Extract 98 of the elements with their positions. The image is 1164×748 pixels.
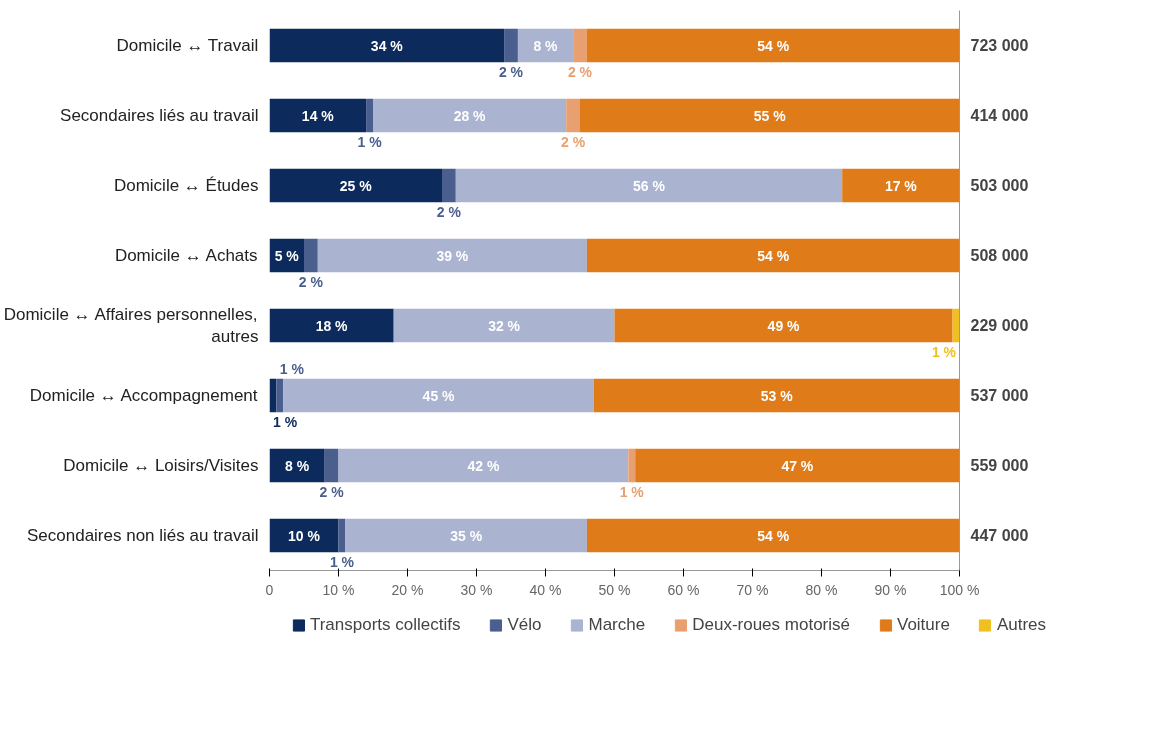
legend-label: Deux-roues motorisé — [692, 615, 850, 635]
bar — [580, 98, 960, 133]
data-label: 17 % — [884, 177, 918, 194]
x-tick-label: 60 % — [667, 581, 700, 598]
data-label: 1 % — [357, 134, 383, 151]
text: 723 000 — [970, 37, 1029, 54]
legend-label: Autres — [996, 615, 1047, 635]
x-tick-label: 40 % — [529, 581, 562, 598]
data-label: 2 % — [561, 134, 586, 151]
data-label: 53 % — [760, 387, 794, 404]
x-tick-label: 100 % — [939, 581, 980, 598]
legend-label: Voiture — [896, 615, 950, 635]
y-tick-label: Secondaires liés au travail — [60, 106, 259, 125]
bar — [304, 238, 318, 273]
y-tick-label: Domicile ↔ Achats — [114, 246, 258, 265]
data-label: 35 % — [450, 527, 483, 544]
data-label: 42 % — [467, 457, 500, 474]
bar — [373, 98, 567, 133]
text: 447 000 — [970, 527, 1029, 544]
bar — [504, 28, 518, 63]
data-label: 1 % — [619, 484, 645, 501]
data-label: 34 % — [370, 37, 404, 54]
legend-label: Transports collectifs — [309, 615, 461, 635]
text: 537 000 — [970, 387, 1029, 404]
y-tick-label: Domicile ↔ Loisirs/Visites — [63, 456, 259, 475]
data-label: 8 % — [533, 37, 559, 54]
bar — [586, 28, 960, 63]
bar — [593, 378, 960, 413]
data-label: 14 % — [301, 107, 335, 124]
bar — [635, 448, 960, 483]
bar — [455, 168, 843, 203]
data-label: 54 % — [757, 247, 790, 264]
text: 503 000 — [970, 177, 1029, 194]
bar — [614, 308, 953, 343]
bar — [283, 378, 594, 413]
bar — [573, 28, 587, 63]
data-label: 1 % — [272, 414, 298, 431]
bar — [324, 448, 339, 483]
text: 559 000 — [970, 457, 1029, 474]
legend-label: Vélo — [507, 615, 542, 635]
data-label: 2 % — [567, 64, 593, 81]
bar — [628, 448, 636, 483]
data-label: 1 % — [279, 360, 305, 377]
bar — [393, 308, 615, 343]
bar — [269, 28, 505, 63]
data-label: 28 % — [453, 107, 487, 124]
data-label: 18 % — [315, 317, 349, 334]
data-label: 1 % — [329, 554, 355, 571]
bar — [276, 378, 284, 413]
data-label: 25 % — [339, 177, 373, 194]
text: 414 000 — [970, 107, 1029, 124]
data-label: 2 % — [298, 274, 324, 291]
data-label: 54 % — [757, 527, 790, 544]
data-label: 10 % — [288, 527, 321, 544]
bar — [566, 98, 580, 133]
text: 229 000 — [970, 317, 1029, 334]
bar — [269, 448, 325, 483]
y-tick-label: Domicile ↔ Accompagnement — [29, 386, 258, 405]
bar — [269, 168, 442, 203]
y-tick-label: Domicile ↔ Études — [113, 176, 259, 195]
x-tick-label: 0 — [265, 581, 274, 598]
text: 508 000 — [970, 247, 1029, 264]
bar — [366, 98, 373, 133]
bar — [345, 518, 587, 553]
bar — [269, 308, 394, 343]
data-label: 55 % — [753, 107, 787, 124]
data-label: 5 % — [274, 247, 300, 264]
y-tick-label: Secondaires non liés au travail — [26, 526, 259, 545]
x-tick-label: 10 % — [322, 581, 355, 598]
data-label: 32 % — [488, 317, 521, 334]
data-label: 49 % — [767, 317, 801, 334]
legend-label: Marche — [588, 615, 646, 635]
bar — [586, 238, 960, 273]
bar — [269, 98, 367, 133]
bar — [338, 448, 629, 483]
x-tick-label: 70 % — [736, 581, 769, 598]
data-label: 2 % — [436, 204, 462, 221]
data-label: 54 % — [757, 37, 790, 54]
data-label: 2 % — [319, 484, 345, 501]
data-label: 56 % — [633, 177, 666, 194]
bar — [842, 168, 960, 203]
data-label: 2 % — [498, 64, 524, 81]
x-tick-label: 90 % — [874, 581, 907, 598]
data-label: 47 % — [781, 457, 814, 474]
bar — [586, 518, 960, 553]
y-tick-label: Domicile ↔ Travail — [116, 36, 259, 55]
x-tick-label: 50 % — [598, 581, 631, 598]
x-tick-label: 80 % — [805, 581, 838, 598]
data-label: 8 % — [285, 457, 310, 474]
data-label: 39 % — [436, 247, 469, 264]
y-tick-label: Domicile ↔ Affaires personnelles, autres — [3, 304, 259, 347]
data-label: 45 % — [422, 387, 456, 404]
data-label: 1 % — [931, 344, 957, 361]
x-tick-label: 20 % — [391, 581, 424, 598]
bar — [269, 518, 339, 553]
bar — [317, 238, 587, 273]
bar — [442, 168, 456, 203]
x-tick-label: 30 % — [460, 581, 493, 598]
